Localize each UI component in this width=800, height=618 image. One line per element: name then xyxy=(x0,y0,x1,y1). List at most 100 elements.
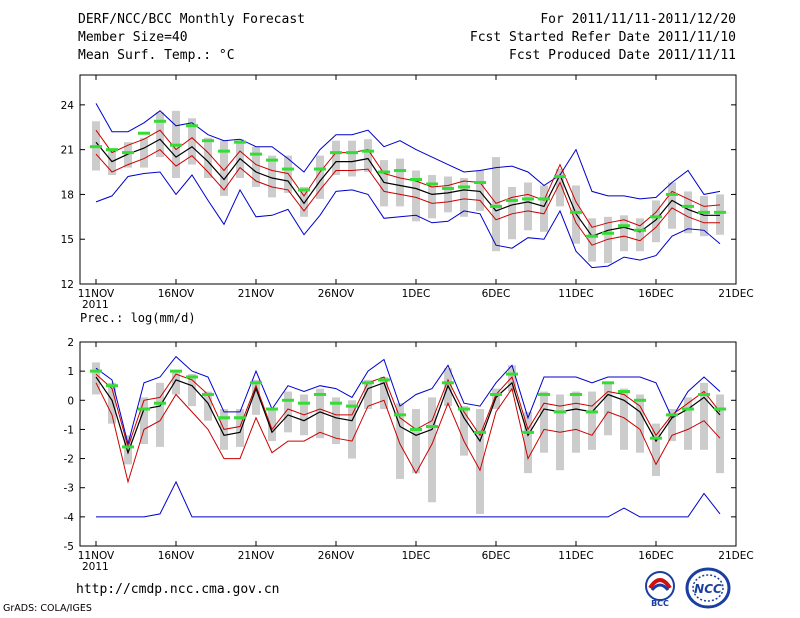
member-box xyxy=(348,400,356,459)
chart-title: DERF/NCC/BCC Monthly Forecast xyxy=(78,12,305,27)
y-tick-label: 21 xyxy=(61,145,74,157)
x-tick-label: 1DEC xyxy=(402,288,431,300)
x-tick-label: 16NOV xyxy=(158,550,195,562)
member-box xyxy=(636,218,644,252)
plot-frame xyxy=(79,74,737,285)
member-box xyxy=(556,169,564,207)
member-box xyxy=(684,191,692,234)
x-tick-label: 21DEC xyxy=(718,288,753,300)
member-box xyxy=(540,185,548,232)
member-box xyxy=(668,182,676,229)
member-box xyxy=(348,140,356,177)
grads-credit: GrADS: COLA/IGES xyxy=(3,603,92,614)
ens-mean-line xyxy=(95,376,721,455)
upper-spread-line xyxy=(95,129,721,228)
member-box xyxy=(572,391,580,453)
member-box xyxy=(380,376,388,410)
upper-spread-line xyxy=(95,373,721,449)
member-box xyxy=(588,218,596,262)
member-box xyxy=(476,409,484,514)
temperature-panel: 12 15 18 21 24 11NOV 16NOV 21NOV 26NOV 1DEC 6DEC 11… xyxy=(61,74,754,311)
bcc-logo: BCC xyxy=(645,571,675,608)
member-box xyxy=(620,388,628,450)
member-box xyxy=(204,391,212,421)
member-box xyxy=(236,409,244,447)
x-tick-label: 21NOV xyxy=(238,288,275,300)
x-tick-label: 26NOV xyxy=(318,550,355,562)
member-box xyxy=(444,176,452,213)
x-year-label: 2011 xyxy=(82,561,109,573)
member-box xyxy=(220,140,228,196)
member-box xyxy=(508,186,516,240)
x-tick-label: 6DEC xyxy=(482,550,511,562)
member-box xyxy=(108,382,116,424)
bcc-logo-text: BCC xyxy=(651,599,669,608)
member-box xyxy=(684,397,692,450)
x-tick-label: 11NOV xyxy=(78,288,115,300)
member-box xyxy=(364,379,372,410)
x-tick-label: 16DEC xyxy=(638,288,673,300)
member-box xyxy=(412,170,420,222)
member-box xyxy=(492,157,500,252)
source-url[interactable]: http://cmdp.ncc.cma.gov.cn xyxy=(76,582,280,597)
member-box xyxy=(636,394,644,453)
member-box xyxy=(172,371,180,395)
ens-max-line xyxy=(95,103,721,200)
member-box xyxy=(124,142,132,168)
member-box xyxy=(380,160,388,207)
x-tick-label: 16NOV xyxy=(158,288,195,300)
member-box xyxy=(460,406,468,456)
member-box xyxy=(460,178,468,217)
member-box xyxy=(524,182,532,231)
x-tick-label: 21DEC xyxy=(718,550,753,562)
member-box xyxy=(364,139,372,173)
member-box xyxy=(524,411,532,474)
member-box xyxy=(620,215,628,252)
x-tick-label: 26NOV xyxy=(318,288,355,300)
member-box xyxy=(268,409,276,442)
member-box xyxy=(140,137,148,168)
x-tick-label: 21NOV xyxy=(238,550,275,562)
precip-panel-title: Prec.: log(mm/d) xyxy=(80,311,196,325)
lower-spread-line xyxy=(95,148,720,246)
x-tick-label: 11NOV xyxy=(78,550,115,562)
member-box xyxy=(396,158,404,207)
member-box xyxy=(588,391,596,450)
member-box xyxy=(668,409,676,442)
forecast-produced-date: Fcst Produced Date 2011/11/11 xyxy=(509,48,736,63)
member-box xyxy=(156,112,164,158)
member-box xyxy=(284,391,292,433)
member-box xyxy=(332,397,340,444)
member-box xyxy=(396,403,404,479)
ens-min-line xyxy=(96,480,721,518)
member-box xyxy=(412,409,420,474)
member-box xyxy=(476,170,484,211)
member-box xyxy=(300,186,308,217)
member-box xyxy=(316,388,324,439)
forecast-start-date: Fcst Started Refer Date 2011/11/10 xyxy=(469,30,736,45)
member-size: Member Size=40 xyxy=(78,30,188,45)
member-box xyxy=(604,216,612,264)
member-box xyxy=(540,391,548,453)
y-tick-label: -1 xyxy=(64,424,74,436)
member-box xyxy=(156,382,164,447)
x-tick-label: 11DEC xyxy=(558,288,593,300)
ens-max-line xyxy=(95,355,721,445)
member-box xyxy=(604,382,612,436)
y-tick-label: 0 xyxy=(67,395,74,407)
member-box xyxy=(204,137,212,179)
member-box xyxy=(140,397,148,444)
precipitation-panel: -5 -4 -3 -2 -1 0 1 2 11NOV 16NOV 21NOV 26NOV 1DEC 6DE… xyxy=(64,337,754,573)
lower-spread-line xyxy=(95,382,721,484)
x-tick-label: 1DEC xyxy=(402,550,431,562)
y-tick-label: -4 xyxy=(64,512,75,524)
member-box xyxy=(716,394,724,474)
x-year-label: 2011 xyxy=(82,299,109,311)
member-box xyxy=(92,362,100,395)
y-tick-label: 15 xyxy=(61,234,74,246)
member-box xyxy=(252,379,260,415)
y-tick-label: -5 xyxy=(64,541,74,553)
x-tick-label: 16DEC xyxy=(638,550,673,562)
member-box xyxy=(332,140,340,176)
